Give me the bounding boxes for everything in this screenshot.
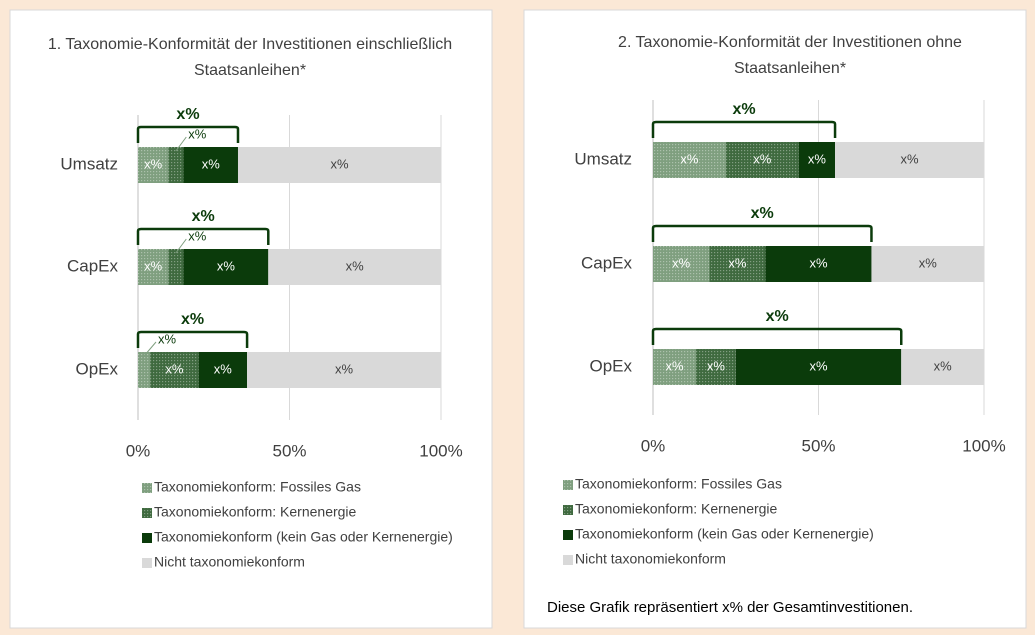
- value-label: x%: [165, 361, 184, 376]
- x-tick-label: 100%: [962, 436, 1005, 455]
- value-label: x%: [158, 331, 177, 346]
- value-label: x%: [144, 156, 163, 171]
- bar-segment: [798, 142, 836, 178]
- bracket: [136, 125, 240, 143]
- value-label: x%: [665, 358, 684, 373]
- category-label: CapEx: [581, 253, 633, 272]
- bracket: [136, 330, 249, 348]
- bracket-label: x%: [732, 101, 755, 118]
- leader-line: [175, 238, 187, 254]
- legend-label: Nicht taxonomiekonform: [154, 554, 305, 570]
- bar-segment: [247, 352, 441, 388]
- bar-texture: [725, 142, 799, 178]
- value-label: x%: [144, 258, 163, 273]
- bracket-label: x%: [751, 205, 774, 222]
- bar-segment: [835, 142, 984, 178]
- value-label: x%: [808, 151, 827, 166]
- value-label: x%: [346, 258, 365, 273]
- x-tick-label: 0%: [126, 441, 151, 460]
- legend-swatch: [142, 533, 152, 543]
- legend-texture: [563, 505, 573, 515]
- bar-texture: [138, 147, 169, 183]
- legend-texture: [142, 508, 152, 518]
- legend-label: Taxonomiekonform (kein Gas oder Kernener…: [154, 529, 453, 545]
- bar-segment: [735, 349, 902, 385]
- bar-texture: [150, 352, 199, 388]
- bar-segment: [268, 249, 441, 285]
- bracket-label: x%: [766, 308, 789, 325]
- value-label: x%: [707, 358, 726, 373]
- value-label: x%: [680, 151, 699, 166]
- value-label: x%: [335, 361, 354, 376]
- category-label: Umsatz: [60, 154, 118, 173]
- legend-label: Taxonomiekonform: Fossiles Gas: [154, 479, 361, 495]
- bar-segment: [183, 249, 269, 285]
- value-label: x%: [188, 228, 207, 243]
- x-tick-label: 0%: [641, 436, 666, 455]
- legend-label: Taxonomiekonform: Kernenergie: [154, 504, 357, 520]
- panel: [523, 9, 1027, 629]
- bracket: [136, 227, 270, 245]
- legend-texture: [142, 483, 152, 493]
- bracket-label: x%: [192, 208, 215, 225]
- bar-texture: [696, 349, 736, 385]
- leader-line: [143, 341, 157, 357]
- category-label: OpEx: [589, 356, 632, 375]
- category-label: OpEx: [75, 359, 118, 378]
- legend-texture: [563, 480, 573, 490]
- legend-label: Taxonomiekonform: Kernenergie: [575, 501, 778, 517]
- bar-segment: [237, 147, 441, 183]
- x-tick-label: 50%: [801, 436, 835, 455]
- bracket: [651, 327, 903, 345]
- value-label: x%: [753, 151, 772, 166]
- x-tick-label: 50%: [272, 441, 306, 460]
- x-tick-label: 100%: [419, 441, 462, 460]
- leader-line: [175, 136, 187, 152]
- bar-texture: [653, 246, 710, 282]
- legend-label: Nicht taxonomiekonform: [575, 551, 726, 567]
- chart-title-box: 2. Taxonomie-Konformität der Investition…: [618, 34, 962, 77]
- bar-segment: [871, 246, 984, 282]
- value-label: x%: [728, 255, 747, 270]
- bar-texture: [653, 349, 697, 385]
- value-label: x%: [202, 156, 221, 171]
- chart-title: 2. Taxonomie-Konformität der Investition…: [618, 34, 962, 77]
- bar-segment: [198, 352, 248, 388]
- category-label: Umsatz: [574, 149, 632, 168]
- bar-segment: [183, 147, 238, 183]
- bar-texture: [653, 142, 726, 178]
- bracket-label: x%: [176, 106, 199, 123]
- legend-label: Taxonomiekonform (kein Gas oder Kernener…: [575, 526, 874, 542]
- value-label: x%: [214, 361, 233, 376]
- value-label: x%: [919, 255, 938, 270]
- bar-texture: [138, 249, 169, 285]
- bar-segment: [901, 349, 984, 385]
- bar-texture: [168, 249, 184, 285]
- bar-texture: [709, 246, 766, 282]
- value-label: x%: [217, 258, 236, 273]
- chart-title: 1. Taxonomie-Konformität der Investition…: [47, 36, 453, 79]
- bar-segment: [765, 246, 872, 282]
- panel: [9, 9, 493, 629]
- footnote: Diese Grafik repräsentiert x% der Gesamt…: [547, 599, 913, 616]
- category-label: CapEx: [67, 256, 119, 275]
- value-label: x%: [809, 255, 828, 270]
- value-label: x%: [330, 156, 349, 171]
- bracket: [651, 120, 837, 138]
- bar-texture: [168, 147, 184, 183]
- legend-swatch: [563, 555, 573, 565]
- legend-label: Taxonomiekonform: Fossiles Gas: [575, 476, 782, 492]
- legend-swatch: [142, 558, 152, 568]
- value-label: x%: [934, 358, 953, 373]
- chart-title-box: 1. Taxonomie-Konformität der Investition…: [47, 36, 453, 79]
- value-label: x%: [809, 358, 828, 373]
- bracket: [651, 224, 873, 242]
- bracket-label: x%: [181, 311, 204, 328]
- value-label: x%: [900, 151, 919, 166]
- legend-swatch: [563, 530, 573, 540]
- value-label: x%: [188, 126, 207, 141]
- value-label: x%: [672, 255, 691, 270]
- bar-texture: [138, 352, 151, 388]
